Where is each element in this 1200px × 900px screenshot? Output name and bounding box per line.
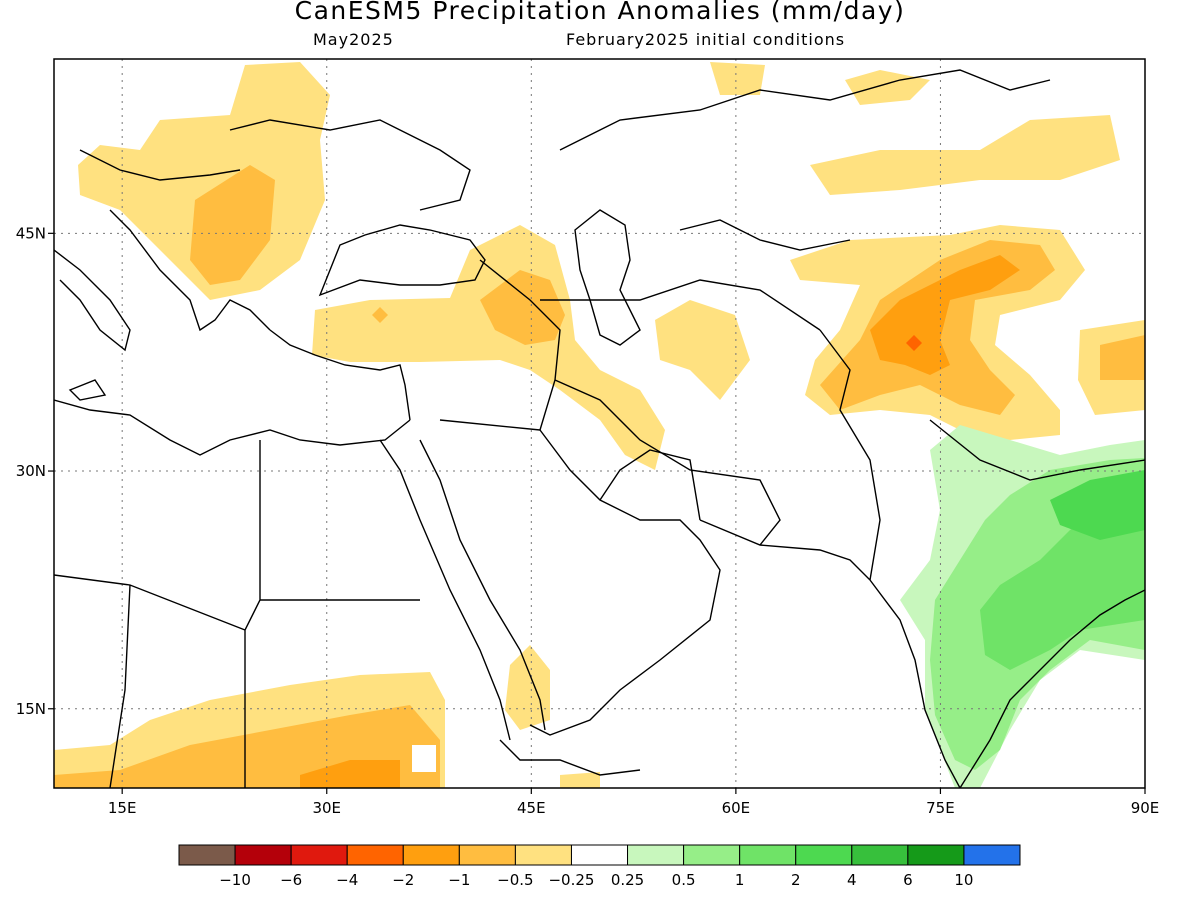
colorbar-swatch (514, 844, 572, 866)
colorbar-label: 6 (903, 871, 913, 889)
colorbar-label: −10 (219, 871, 251, 889)
map-frame (53, 58, 1146, 789)
lon-tick-label: 15E (108, 799, 137, 817)
colorbar-label: 4 (847, 871, 857, 889)
colorbar-label: −0.5 (497, 871, 533, 889)
colorbar-label: 1 (735, 871, 745, 889)
world-map-coastlines-icon (54, 69, 1145, 788)
colorbar-swatch (627, 844, 685, 866)
colorbar: −10 −6 −4 −2 −1 −0.5 −0.25 0.25 0.5 1 2 4 6 10 (178, 844, 1021, 889)
colorbar-swatch (795, 844, 853, 866)
map-axes: 15E 30E 45E 60E 75E 90E 15N 30N 45N (16, 224, 1160, 817)
colorbar-label: −2 (392, 871, 414, 889)
lat-tick-label: 30N (16, 462, 46, 480)
colorbar-label: 0.5 (672, 871, 696, 889)
lat-tick-label: 45N (16, 224, 46, 242)
colorbar-swatch (178, 844, 236, 866)
initial-conditions: February2025 initial conditions (566, 30, 846, 49)
colorbar-label: −1 (448, 871, 470, 889)
lon-tick-label: 90E (1131, 799, 1160, 817)
colorbar-swatch (458, 844, 516, 866)
colorbar-swatch (346, 844, 404, 866)
colorbar-label: −4 (336, 871, 358, 889)
chart-title: CanESM5 Precipitation Anomalies (mm/day) (294, 0, 906, 25)
colorbar-swatch (570, 844, 629, 866)
colorbar-swatch (739, 844, 797, 866)
colorbar-label: 10 (954, 871, 973, 889)
anomaly-fields (54, 62, 1145, 788)
colorbar-swatch (234, 844, 292, 866)
lon-tick-label: 30E (312, 799, 341, 817)
colorbar-label: −6 (280, 871, 302, 889)
lat-tick-label: 15N (16, 700, 46, 718)
colorbar-swatch (963, 844, 1021, 866)
lon-tick-label: 75E (926, 799, 955, 817)
colorbar-swatch (402, 844, 460, 866)
lon-tick-label: 60E (722, 799, 751, 817)
graticule (54, 59, 1145, 788)
colorbar-label: 0.25 (611, 871, 644, 889)
colorbar-label: −0.25 (548, 871, 594, 889)
colorbar-swatch (851, 844, 909, 866)
forecast-month: May2025 (313, 30, 394, 49)
colorbar-swatch (290, 844, 348, 866)
colorbar-swatch (683, 844, 741, 866)
colorbar-label: 2 (791, 871, 801, 889)
colorbar-swatch (907, 844, 965, 866)
lon-tick-label: 45E (517, 799, 546, 817)
